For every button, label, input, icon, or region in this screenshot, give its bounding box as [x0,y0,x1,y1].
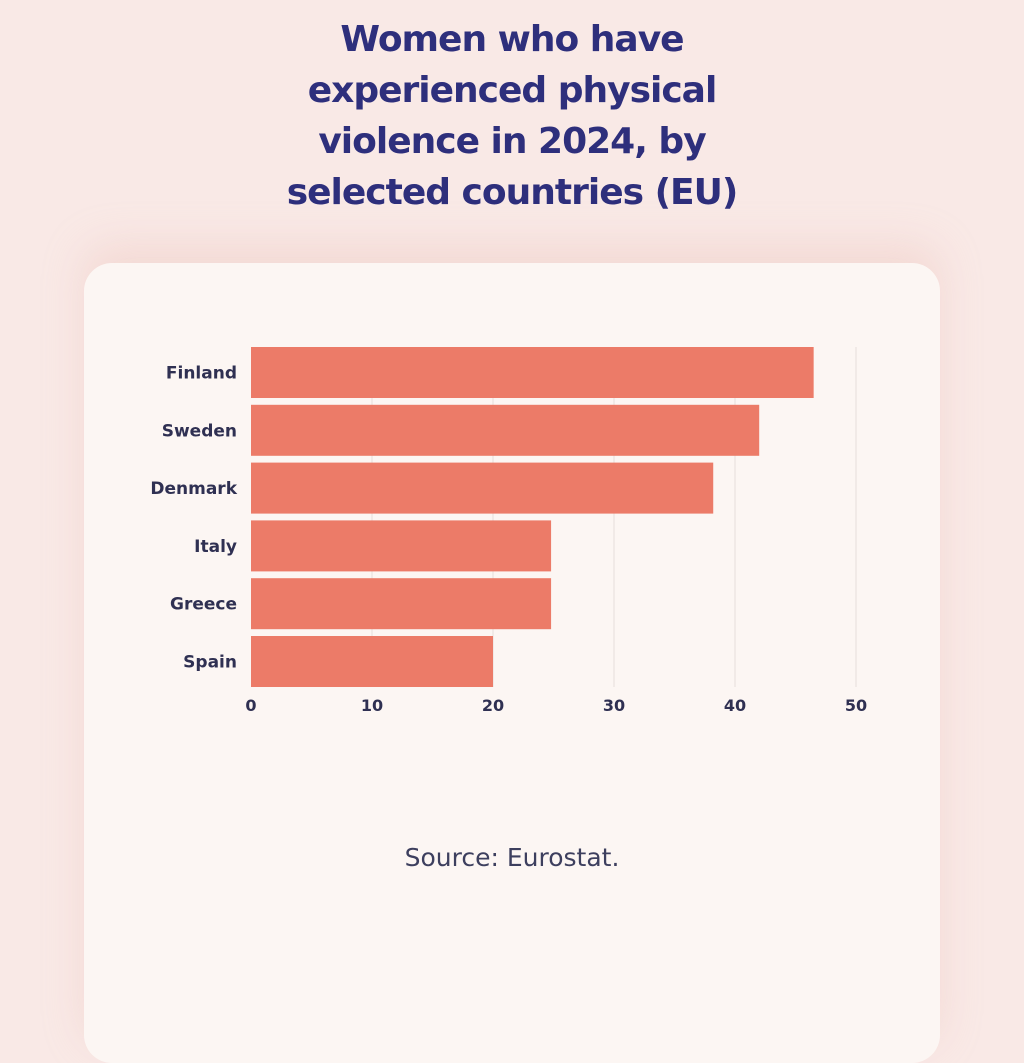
category-label: Italy [194,537,237,557]
x-tick-label: 40 [724,696,746,715]
bar [251,520,552,572]
x-tick-label: 0 [245,696,256,715]
category-label: Denmark [150,479,237,499]
category-label: Sweden [162,421,237,441]
bar [251,636,493,687]
bar [251,404,760,456]
source-note: Source: Eurostat. [404,843,620,872]
x-tick-label: 30 [603,696,625,715]
bar [251,578,552,630]
x-tick-label: 50 [845,696,867,715]
bar [251,462,714,514]
category-label: Finland [166,364,237,384]
x-tick-labels: 0 10 20 30 40 50 [245,696,867,715]
chart-card: Finland Sweden Denmark Italy Greece Spain 0 10… [84,263,940,1063]
gridlines [371,347,857,687]
bar-chart: Finland Sweden Denmark Italy Greece Spain 0 10… [150,347,867,715]
x-tick-label: 20 [482,696,504,715]
bar [251,347,814,398]
chart-title: Women who have experienced physical viol… [286,19,739,213]
x-tick-label: 10 [361,696,383,715]
bars [251,347,814,687]
category-label: Greece [170,595,237,615]
category-label: Spain [183,653,237,673]
category-labels: Finland Sweden Denmark Italy Greece Spain [150,364,237,673]
